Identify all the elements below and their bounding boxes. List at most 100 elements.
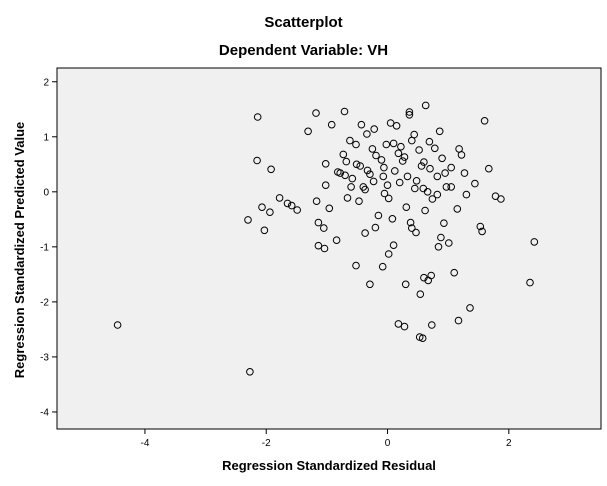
data-point (325, 204, 334, 213)
data-point (366, 170, 374, 178)
data-point (402, 203, 411, 211)
data-point (434, 243, 443, 251)
data-point (340, 107, 349, 116)
data-point (389, 139, 398, 148)
data-point (363, 166, 372, 175)
data-point (372, 151, 380, 160)
data-point (258, 203, 266, 211)
data-point (379, 172, 388, 181)
data-point (428, 195, 437, 203)
data-point (283, 199, 292, 208)
data-point (398, 157, 407, 165)
data-point (369, 177, 378, 186)
data-point (455, 145, 463, 153)
data-point (380, 189, 389, 198)
data-point (418, 334, 427, 343)
data-point (246, 368, 254, 376)
data-point (476, 222, 485, 231)
data-point (304, 127, 312, 136)
data-point (442, 183, 451, 191)
data-point (312, 197, 321, 205)
x-tick-label: 2 (506, 438, 512, 449)
data-point (327, 120, 336, 129)
data-point (374, 211, 383, 220)
data-point (412, 177, 421, 185)
data-points (113, 101, 539, 376)
data-point (346, 136, 354, 145)
data-point (441, 169, 449, 177)
data-point (383, 181, 392, 189)
data-point (293, 206, 302, 214)
data-point (447, 163, 456, 172)
data-point (530, 238, 539, 246)
data-point (370, 125, 379, 133)
data-point (388, 215, 397, 223)
data-point (113, 321, 122, 329)
data-point (497, 195, 505, 203)
data-point (420, 158, 428, 166)
data-point (314, 241, 323, 250)
data-point (339, 150, 348, 159)
y-tick-label: -2 (40, 297, 49, 308)
data-point (433, 190, 442, 199)
data-point (417, 162, 426, 170)
data-point (400, 322, 409, 331)
data-point (377, 156, 386, 164)
data-point (478, 227, 486, 236)
data-point (352, 160, 361, 169)
data-point (438, 154, 446, 163)
data-point (368, 145, 377, 153)
data-point (320, 224, 328, 232)
data-point (343, 194, 352, 202)
data-point (427, 271, 436, 280)
data-point (411, 184, 419, 193)
data-point (253, 113, 262, 121)
data-point (403, 172, 412, 181)
x-tick-label: 0 (385, 438, 391, 449)
data-point (447, 183, 456, 191)
data-point (406, 218, 415, 227)
data-point (267, 165, 275, 174)
data-point (445, 239, 453, 247)
data-point (342, 157, 351, 166)
y-axis: 2 1 0 -1 -2 -3 -4 (40, 77, 57, 418)
data-point (416, 290, 425, 299)
data-point (453, 205, 462, 213)
data-point (321, 160, 330, 168)
data-point (394, 149, 403, 158)
data-point (260, 226, 269, 235)
chart-subtitle: Dependent Variable: VH (219, 42, 388, 59)
data-point (415, 146, 423, 154)
data-point (421, 101, 430, 110)
y-tick-label: -4 (40, 407, 49, 418)
data-point (408, 224, 416, 232)
x-tick-label: -2 (262, 438, 271, 449)
data-point (471, 179, 479, 188)
data-point (412, 228, 420, 237)
data-point (253, 156, 261, 165)
data-point (356, 162, 365, 170)
data-point (466, 304, 474, 312)
x-axis: -4 -2 0 2 (140, 429, 512, 449)
data-point (392, 122, 401, 130)
data-point (361, 229, 369, 237)
data-point (428, 321, 436, 329)
data-point (341, 171, 349, 180)
y-axis-label: Regression Standardized Predicted Value (12, 122, 27, 378)
data-point (275, 194, 284, 202)
data-point (462, 190, 471, 199)
data-point (366, 280, 374, 289)
data-point (380, 163, 388, 172)
data-point (400, 153, 409, 161)
data-point (352, 261, 360, 270)
data-point (431, 144, 439, 153)
y-tick-label: -1 (40, 242, 49, 253)
data-point (391, 167, 399, 175)
y-tick-label: 1 (43, 132, 49, 143)
data-point (357, 120, 366, 129)
data-point (454, 316, 463, 325)
data-point (371, 223, 380, 232)
data-point (332, 236, 341, 244)
data-point (321, 181, 330, 189)
